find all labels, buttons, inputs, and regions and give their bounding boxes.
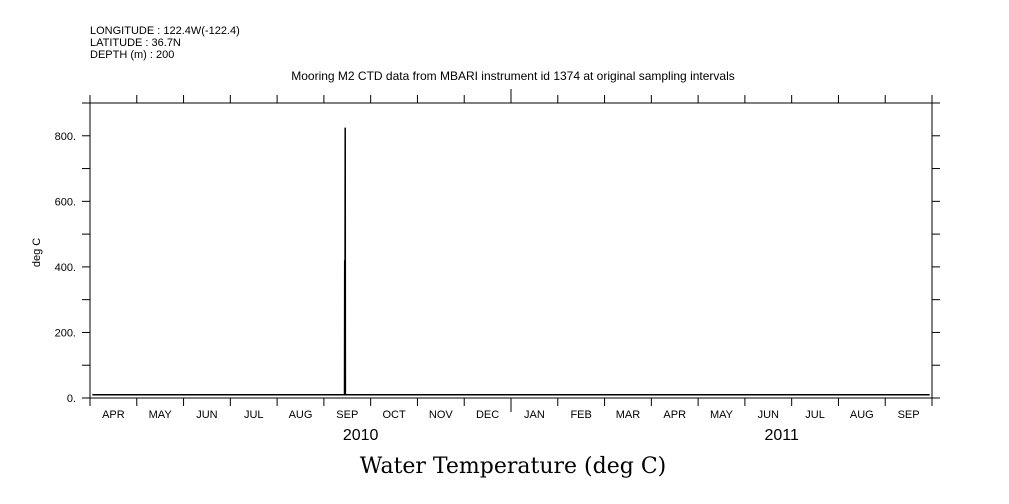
y-tick-label: 200.	[55, 327, 76, 339]
month-label: APR	[663, 409, 686, 421]
month-label: MAY	[710, 409, 734, 421]
month-label: JUL	[244, 409, 264, 421]
month-label: SEP	[898, 409, 920, 421]
month-label: APR	[102, 409, 125, 421]
month-label: AUG	[289, 409, 313, 421]
month-label: MAY	[149, 409, 173, 421]
year-label: 2010	[343, 427, 379, 444]
y-tick-label: 800.	[55, 131, 76, 143]
month-label: JUL	[805, 409, 825, 421]
month-label: AUG	[850, 409, 874, 421]
series-line	[92, 127, 930, 396]
month-label: JAN	[524, 409, 545, 421]
month-label: FEB	[570, 409, 591, 421]
month-label: JUN	[196, 409, 217, 421]
month-label: JUN	[758, 409, 779, 421]
chart-title: Mooring M2 CTD data from MBARI instrumen…	[291, 69, 735, 83]
month-label: NOV	[429, 409, 454, 421]
y-tick-label: 600.	[55, 196, 76, 208]
month-label: OCT	[382, 409, 406, 421]
y-axis-label: deg C	[31, 238, 43, 267]
x-axis-title: Water Temperature (deg C)	[359, 454, 667, 479]
latitude-label: LATITUDE : 36.7N	[90, 37, 181, 49]
year-label: 2011	[764, 427, 799, 444]
longitude-label: LONGITUDE : 122.4W(-122.4)	[90, 25, 240, 37]
month-label: SEP	[336, 409, 358, 421]
depth-label: DEPTH (m) : 200	[90, 49, 175, 61]
y-tick-label: 400.	[55, 262, 76, 274]
month-label: MAR	[616, 409, 641, 421]
plot-frame	[89, 102, 933, 399]
y-tick-label: 0.	[67, 393, 76, 405]
month-label: DEC	[476, 409, 499, 421]
